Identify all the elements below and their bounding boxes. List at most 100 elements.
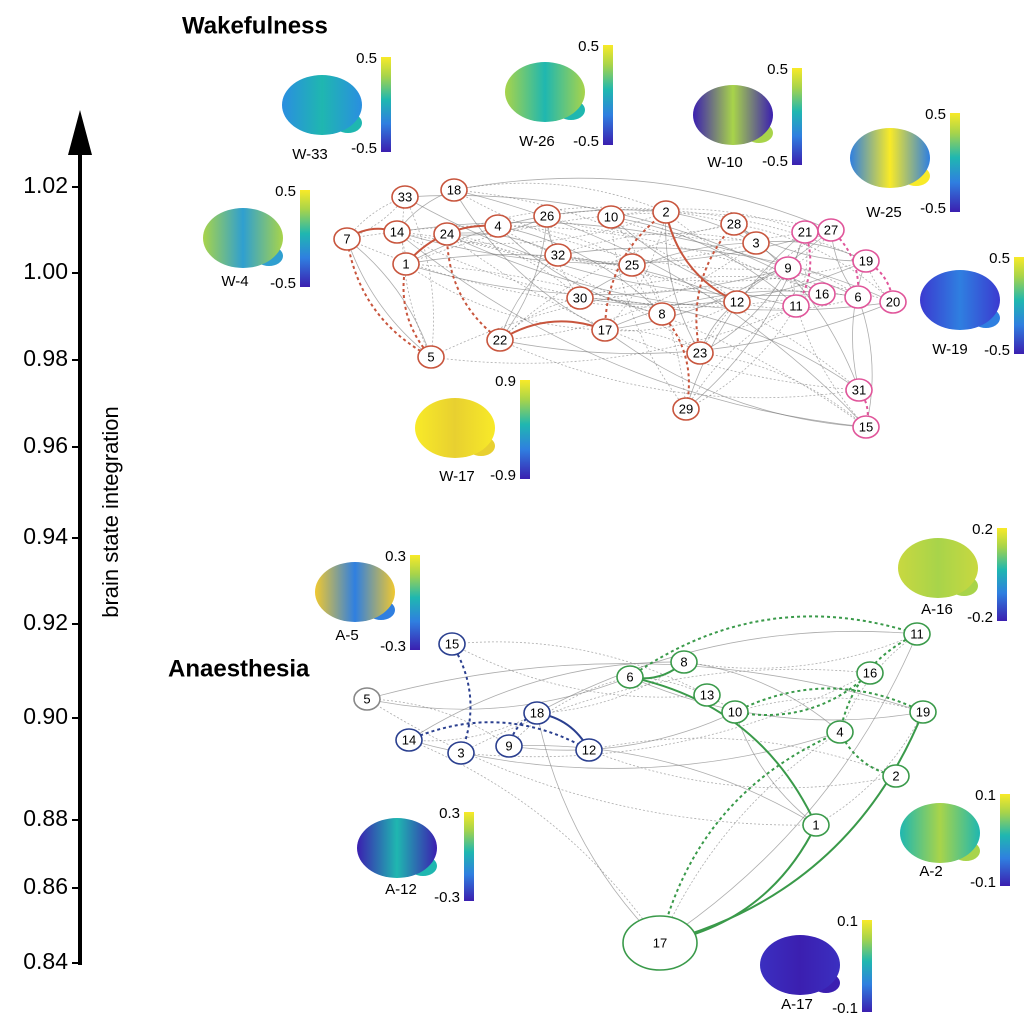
node-label: 1 — [402, 256, 409, 271]
node-label: 19 — [916, 704, 930, 719]
section-title: Wakefulness — [182, 12, 328, 39]
edge — [605, 330, 866, 427]
edge — [500, 224, 734, 340]
colorbar — [603, 45, 613, 145]
node-label: 15 — [859, 419, 873, 434]
node-label: 10 — [604, 209, 618, 224]
tick-label: 0.92 — [23, 609, 68, 635]
colorbar-max: 0.9 — [495, 373, 516, 390]
edge — [347, 239, 431, 357]
edge — [367, 699, 816, 825]
tick-label: 0.90 — [23, 703, 68, 729]
edge — [452, 644, 470, 753]
node-label: 19 — [859, 253, 873, 268]
node-label: 13 — [700, 687, 714, 702]
edge — [409, 740, 660, 943]
colorbar-min: -0.1 — [832, 1000, 858, 1017]
node-label: 28 — [727, 216, 741, 231]
brain — [920, 270, 1000, 330]
colorbar — [792, 68, 802, 165]
brain-label: A-12 — [385, 881, 417, 898]
brain — [357, 818, 437, 878]
colorbar-min: -0.5 — [573, 133, 599, 150]
tick-label: 0.88 — [23, 805, 68, 831]
brain — [900, 803, 980, 863]
tick-label: 0.94 — [23, 523, 68, 549]
axis-arrow — [68, 110, 92, 155]
node-label: 11 — [789, 298, 803, 313]
edge — [660, 732, 840, 943]
colorbar-max: 0.5 — [989, 250, 1010, 267]
figure: brain state integration Wakefulness Anae… — [0, 0, 1026, 1017]
edge — [367, 677, 630, 709]
colorbar-min: -0.5 — [351, 140, 377, 157]
node-label: 8 — [658, 306, 665, 321]
colorbar-max: 0.5 — [578, 38, 599, 55]
edge — [404, 264, 431, 357]
colorbar — [520, 380, 530, 479]
node-label: 17 — [653, 935, 667, 950]
brain-label: A-2 — [919, 863, 942, 880]
brain-label: A-5 — [335, 627, 358, 644]
colorbar — [300, 190, 310, 287]
node-label: 7 — [343, 231, 350, 246]
colorbar-min: -0.5 — [270, 275, 296, 292]
colorbar-min: -0.9 — [490, 467, 516, 484]
node-label: 20 — [886, 294, 900, 309]
colorbar — [1000, 794, 1010, 886]
colorbar — [1014, 257, 1024, 354]
node-label: 12 — [730, 294, 744, 309]
edge — [500, 321, 605, 340]
colorbar-max: 0.5 — [275, 183, 296, 200]
brain-label: W-25 — [866, 204, 902, 221]
brain-label: W-26 — [519, 133, 555, 150]
node-label: 2 — [662, 204, 669, 219]
colorbar-max: 0.2 — [972, 521, 993, 538]
colorbar-max: 0.1 — [837, 913, 858, 930]
edge — [452, 644, 707, 697]
edge — [347, 239, 431, 357]
node-label: 32 — [551, 247, 565, 262]
axis-label: brain state integration — [98, 406, 123, 618]
edge — [700, 353, 866, 427]
node-label: 10 — [728, 704, 742, 719]
brain — [315, 562, 395, 622]
node-label: 17 — [598, 322, 612, 337]
node-label: 2 — [892, 768, 899, 783]
tick-label: 0.98 — [23, 345, 68, 371]
brain-label: A-17 — [781, 996, 813, 1013]
tick-label: 1.00 — [23, 258, 68, 284]
node-label: 12 — [582, 742, 596, 757]
node-label: 27 — [824, 222, 838, 237]
node-label: 25 — [625, 257, 639, 272]
colorbar-max: 0.5 — [356, 50, 377, 67]
node-label: 16 — [815, 286, 829, 301]
node-label: 22 — [493, 332, 507, 347]
brain-label: W-4 — [221, 273, 248, 290]
section-title: Anaesthesia — [168, 655, 310, 682]
node-label: 5 — [363, 691, 370, 706]
node-label: 6 — [854, 289, 861, 304]
colorbar — [862, 920, 872, 1012]
node-label: 29 — [679, 401, 693, 416]
brain-label: W-17 — [439, 468, 475, 485]
brain — [898, 538, 978, 598]
node-label: 9 — [784, 260, 791, 275]
node-label: 11 — [910, 626, 924, 641]
colorbar-max: 0.3 — [439, 805, 460, 822]
node-label: 4 — [494, 218, 501, 233]
edge — [454, 183, 666, 212]
node-label: 5 — [427, 349, 434, 364]
edge — [858, 297, 872, 427]
colorbar — [410, 555, 420, 650]
edge — [853, 261, 866, 390]
edge — [405, 197, 434, 357]
edge — [509, 746, 816, 825]
colorbar-max: 0.3 — [385, 548, 406, 565]
brain-label: W-33 — [292, 146, 328, 163]
tick-label: 0.96 — [23, 432, 68, 458]
edge — [735, 712, 816, 825]
colorbar-min: -0.2 — [967, 609, 993, 626]
edge — [589, 750, 896, 788]
edge — [558, 255, 866, 281]
